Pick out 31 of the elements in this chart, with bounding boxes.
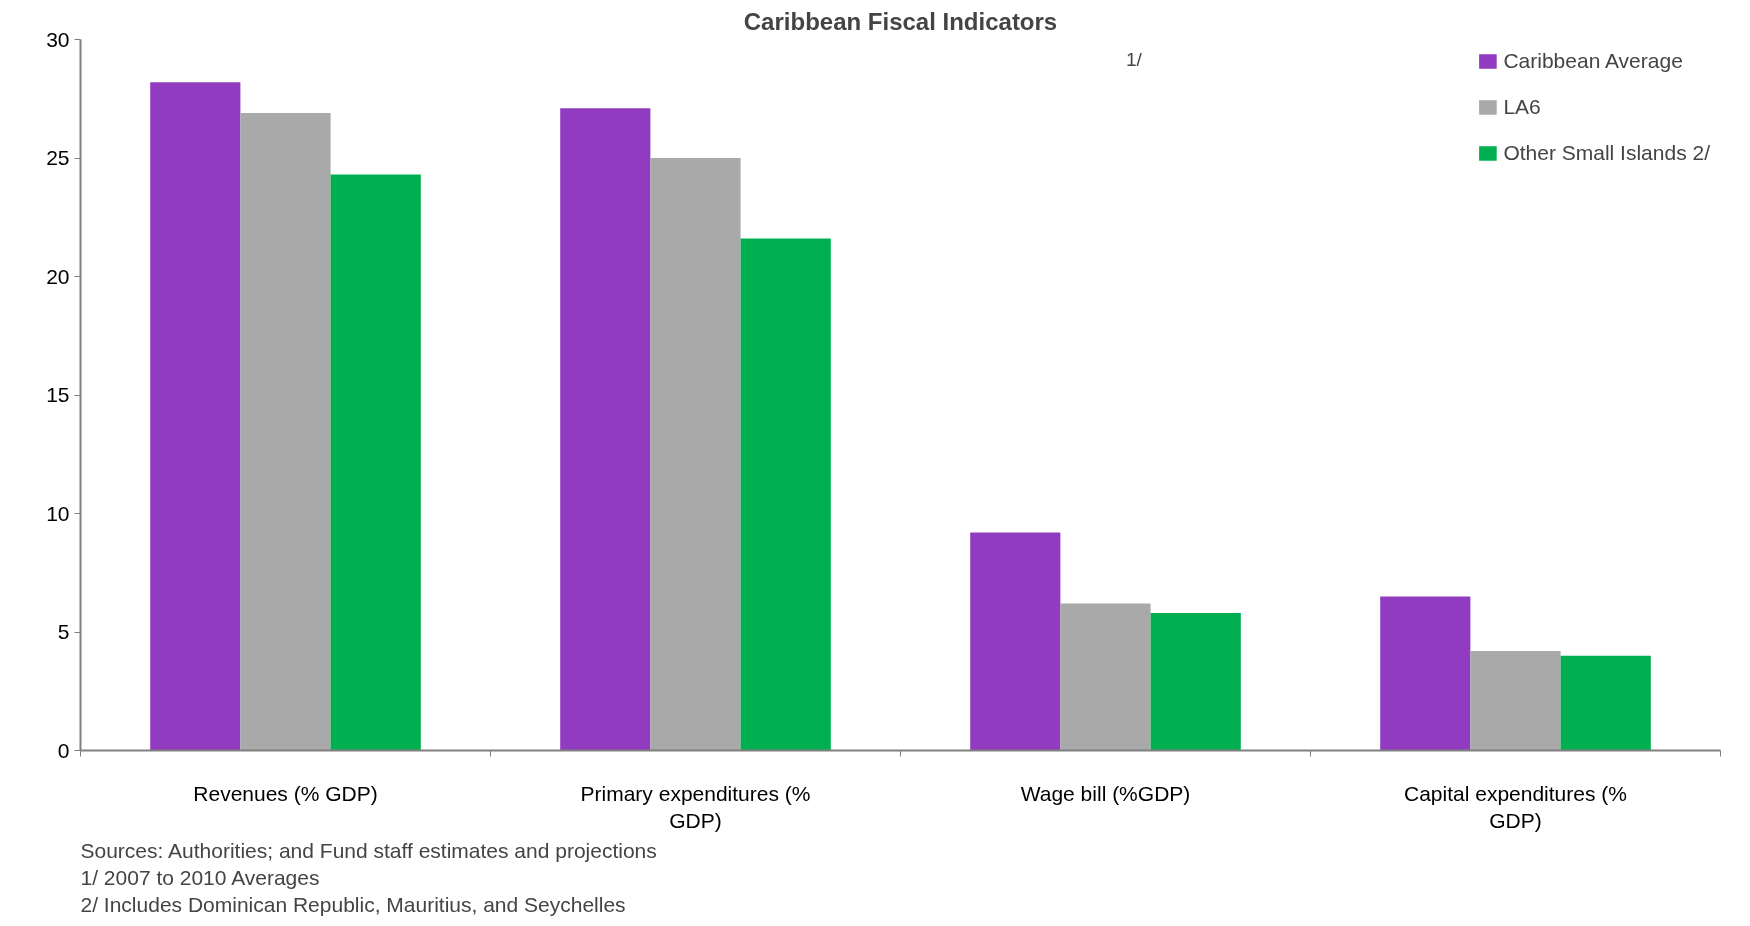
bar xyxy=(150,82,241,751)
y-tick-label: 5 xyxy=(57,620,70,643)
source-note: Sources: Authorities; and Fund staff estimates and projections xyxy=(80,838,657,862)
bar xyxy=(1470,650,1561,751)
bar xyxy=(740,238,831,751)
legend-label: LA6 xyxy=(1503,95,1541,119)
y-tick-label: 10 xyxy=(46,501,70,525)
y-tick-label: 0 xyxy=(57,738,70,762)
bar xyxy=(1060,603,1151,751)
y-tick-label: 25 xyxy=(46,146,70,169)
text: 1/ 2007 to 2010 Averages xyxy=(80,865,320,889)
bar xyxy=(650,158,741,751)
x-tick-label: Primary expenditures (% GDP) xyxy=(580,781,811,833)
x-tick-label: Wage bill (%GDP) xyxy=(1020,781,1191,805)
x-tick-label: Capital expenditures (% GDP) xyxy=(1404,781,1627,833)
bar xyxy=(240,112,331,751)
bar xyxy=(560,108,651,751)
chart-title: Caribbean Fiscal Indicators xyxy=(743,7,1058,35)
bar xyxy=(1380,596,1471,751)
bar xyxy=(1560,655,1651,751)
bar xyxy=(970,532,1061,751)
x-tick-label: Revenues (% GDP) xyxy=(193,781,378,805)
y-tick-label: 20 xyxy=(46,264,70,288)
legend-label: Caribbean Average xyxy=(1503,49,1683,73)
bar xyxy=(1150,613,1241,751)
text: 2/ Includes Dominican Republic, Mauritius, and Seychelles xyxy=(80,892,626,916)
annotation: 1/ xyxy=(1126,48,1143,70)
legend-label: Other Small Islands 2/ xyxy=(1503,141,1710,165)
bar xyxy=(330,174,421,751)
y-tick-label: 15 xyxy=(46,383,70,406)
y-tick-label: 30 xyxy=(46,27,70,51)
